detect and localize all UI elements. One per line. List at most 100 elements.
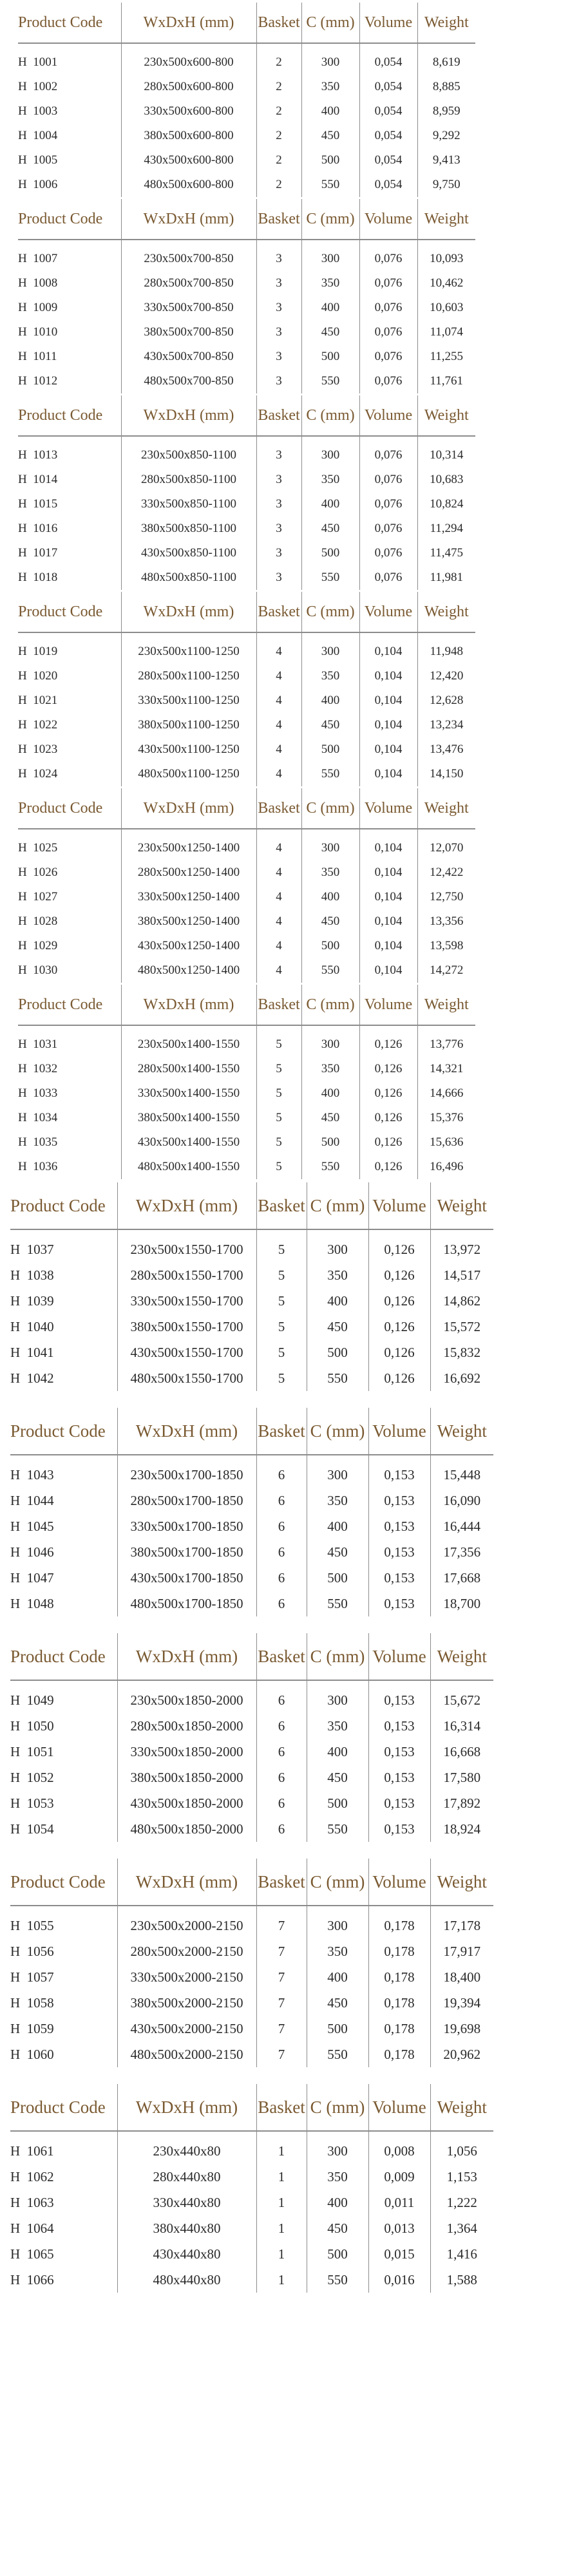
table-row: H 1002 280x500x600-800 2 350 0,054 8,885 [18,75,475,99]
cell-volume: 0,015 [368,2241,431,2267]
cell-c: 450 [301,516,360,541]
cell-code: H 1042 [10,1365,118,1391]
product-table: Product Code WxDxH (mm) Basket C (mm) Volume… [10,1408,493,1616]
table-row: H 1058 380x500x2000-2150 7 450 0,178 19,394 [10,1990,493,2016]
cell-code: H 1018 [18,565,122,590]
cell-dims: 380x500x1400-1550 [121,1106,257,1130]
cell-dims: 330x500x1400-1550 [121,1081,257,1106]
cell-c: 350 [307,2164,369,2190]
table-row: H 1049 230x500x1850-2000 6 300 0,153 15,672 [10,1687,493,1713]
cell-c: 350 [301,1057,360,1081]
cell-dims: 430x500x1100-1250 [121,737,257,762]
column-header-volume: Volume [359,3,418,44]
table-row: H 1035 430x500x1400-1550 5 500 0,126 15,636 [18,1130,475,1155]
cell-c: 500 [307,1340,369,1365]
cell-basket: 6 [256,1713,307,1739]
column-header-weight: Weight [417,3,475,44]
cell-dims: 330x500x1850-2000 [117,1739,257,1765]
cell-weight: 15,636 [430,1135,464,1149]
cell-code: H 1040 [10,1314,118,1340]
cell-c: 350 [307,1488,369,1513]
cell-basket: 6 [256,1513,307,1539]
cell-weight: 13,598 [430,939,464,952]
cell-code: H 1017 [18,541,122,565]
cell-volume: 0,104 [359,688,418,713]
column-header-basket: Basket [256,199,302,240]
cell-c: 350 [307,1938,369,1964]
cell-dims: 480x500x1400-1550 [121,1155,257,1179]
cell-c: 300 [301,639,360,664]
column-header-basket: Basket [256,1633,307,1681]
column-header-dims: WxDxH (mm) [117,2084,257,2132]
cell-volume: 0,104 [359,958,418,983]
cell-volume: 0,126 [368,1314,431,1340]
cell-code: H 1001 [18,50,122,75]
cell-volume: 0,054 [359,148,418,173]
cell-code: H 1049 [10,1687,118,1713]
table-row: H 1063 330x440x80 1 400 0,011 1,222 [10,2190,493,2215]
cell-c: 400 [301,885,360,909]
column-header-weight: Weight [430,1182,493,1230]
table-row: H 1030 480x500x1250-1400 4 550 0,104 14,272 [18,958,475,983]
cell-basket: 3 [256,271,302,296]
cell-code: H 1063 [10,2190,118,2215]
cell-code: H 1032 [18,1057,122,1081]
cell-code: H 1021 [18,688,122,713]
cell-c: 500 [301,541,360,565]
cell-weight: 11,294 [430,522,464,535]
cell-code: H 1064 [10,2215,118,2241]
cell-c: 450 [301,909,360,934]
cell-basket: 4 [256,737,302,762]
table-row: H 1004 380x500x600-800 2 450 0,054 9,292 [18,124,475,148]
cell-basket: 4 [256,713,302,737]
cell-code: H 1026 [18,860,122,885]
cell-weight: 15,448 [443,1466,481,1482]
cell-basket: 6 [256,1790,307,1816]
cell-c: 550 [301,173,360,197]
cell-c: 550 [301,762,360,786]
cell-basket: 7 [256,2016,307,2041]
cell-dims: 330x500x1700-1850 [117,1513,257,1539]
column-header-code: Product Code [18,3,122,44]
table-row: H 1040 380x500x1550-1700 5 450 0,126 15,572 [10,1314,493,1340]
cell-dims: 280x500x1700-1850 [117,1488,257,1513]
cell-weight: 10,603 [430,301,464,314]
cell-weight: 19,394 [443,1994,481,2011]
column-header-dims: WxDxH (mm) [121,788,257,829]
cell-dims: 230x500x1850-2000 [117,1687,257,1713]
cell-code: H 1051 [10,1739,118,1765]
table-row: H 1031 230x500x1400-1550 5 300 0,126 13,776 [18,1032,475,1057]
cell-volume: 0,104 [359,885,418,909]
column-header-c: C (mm) [307,2084,369,2132]
cell-weight: 17,178 [443,1917,481,1933]
cell-volume: 0,104 [359,909,418,934]
column-header-volume: Volume [368,1859,431,1906]
cell-c: 450 [307,1990,369,2016]
table-row: H 1011 430x500x700-850 3 500 0,076 11,255 [18,345,475,369]
column-header-basket: Basket [256,3,302,44]
column-header-weight: Weight [430,2084,493,2132]
cell-volume: 0,153 [368,1565,431,1591]
cell-c: 300 [301,836,360,860]
column-header-c: C (mm) [301,788,360,829]
column-header-basket: Basket [256,1182,307,1230]
cell-code: H 1046 [10,1539,118,1565]
cell-dims: 380x500x1100-1250 [121,713,257,737]
cell-basket: 2 [256,99,302,124]
cell-volume: 0,126 [368,1288,431,1314]
cell-code: H 1037 [10,1236,118,1262]
cell-code: H 1016 [18,516,122,541]
cell-dims: 330x500x600-800 [121,99,257,124]
cell-volume: 0,178 [368,1938,431,1964]
column-header-weight: Weight [417,985,475,1026]
cell-weight: 18,700 [443,1595,481,1611]
cell-basket: 1 [256,2138,307,2164]
cell-weight: 14,862 [443,1293,481,1309]
cell-volume: 0,076 [359,271,418,296]
cell-c: 350 [301,75,360,99]
cell-weight: 16,668 [443,1743,481,1759]
table-row: H 1013 230x500x850-1100 3 300 0,076 10,314 [18,443,475,468]
cell-weight: 16,496 [430,1160,464,1173]
cell-volume: 0,126 [359,1130,418,1155]
column-header-code: Product Code [10,1408,118,1455]
